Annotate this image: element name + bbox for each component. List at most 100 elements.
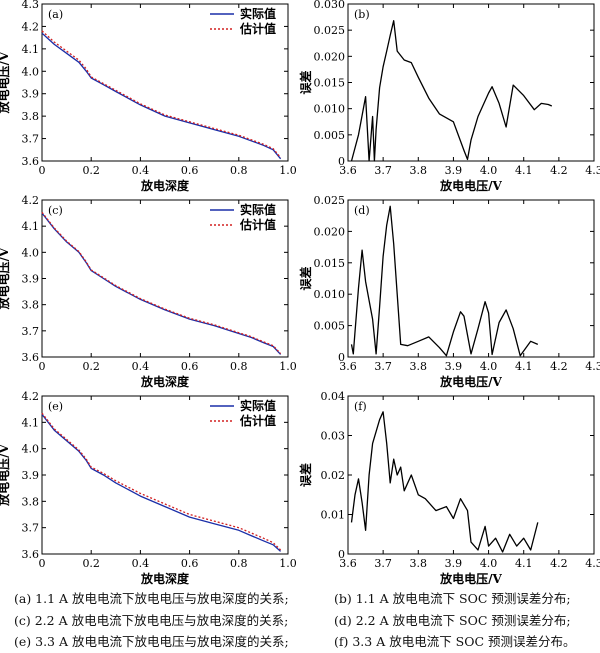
plot-frame [347,395,595,555]
x-tick-label: 4.0 [480,360,498,373]
panel-label: (c) [48,204,63,217]
y-axis-label: 放电电压/V [0,51,11,114]
x-tick-label: 3.6 [339,164,357,177]
y-tick-label: 3.8 [22,299,40,312]
plot-frame [347,3,595,162]
x-tick-label: 0.2 [82,557,100,570]
x-tick-label: 0.6 [181,164,199,177]
x-axis-label: 放电深度 [140,374,190,389]
x-tick-label: 0.4 [132,164,150,177]
series-actual-line [41,414,282,552]
x-tick-label: 0 [39,557,46,570]
x-tick-label: 4.2 [550,557,568,570]
legend-entry: 估计值 [239,21,276,36]
panel-label: (f) [354,400,367,413]
x-tick-label: 3.6 [339,360,357,373]
x-tick-label: 4.1 [515,164,533,177]
x-tick-label: 0 [39,360,46,373]
y-axis-label: 误差 [298,463,313,487]
caption-line-2: (c) 2.2 A 放电电流下放电电压与放电深度的关系; (d) 2.2 A 放电… [0,610,600,632]
error-series-line [350,205,539,357]
y-tick-label: 4.3 [22,0,40,11]
y-tick-label: 3.6 [22,548,40,561]
series-actual-line [41,32,282,160]
chart-panel-b: 3.6 3.7 3.8 3.9 4.0 4.1 4.2 4.3 0 0.005 0.010 0.015… [298,0,600,193]
y-tick-label: 0.02 [321,469,346,482]
x-tick-label: 4.0 [480,557,498,570]
y-tick-label: 3.7 [22,522,40,535]
legend-entry: 估计值 [239,217,276,232]
series-estimate-line [41,30,282,159]
y-tick-label: 3.9 [22,88,40,101]
chart-panel-c: 0 0.2 0.4 0.6 0.8 1.0 3.6 3.7 3.8 3.9 4.0 4.1 4.2 放电深… [0,194,297,389]
y-tick-label: 0.005 [314,320,346,333]
legend-entry: 实际值 [240,202,276,217]
x-tick-label: 3.9 [445,360,463,373]
x-tick-label: 3.9 [445,557,463,570]
x-tick-label: 4.1 [515,360,533,373]
x-tick-label: 0.8 [230,164,248,177]
y-tick-label: 3.8 [22,110,40,123]
y-tick-label: 0 [338,155,345,168]
series-estimate-line [41,412,282,551]
caption-c: (c) 2.2 A 放电电流下放电电压与放电深度的关系; [14,612,289,628]
plot-frame [41,3,289,162]
x-tick-label: 3.8 [410,557,428,570]
x-tick-label: 3.9 [445,164,463,177]
y-tick-label: 4.2 [22,194,40,207]
x-tick-label: 3.7 [374,360,392,373]
x-tick-label: 1.0 [279,360,297,373]
plot-frame [347,199,595,358]
y-tick-label: 0.03 [321,430,346,443]
error-series-line [350,411,539,553]
legend-entry: 实际值 [240,398,276,413]
series-actual-line [41,212,282,355]
caption-line-3: (e) 3.3 A 放电电流下放电电压与放电深度的关系; (f) 3.3 A 放电… [0,631,600,653]
chart-panel-f: 3.6 3.7 3.8 3.9 4.0 4.1 4.2 4.3 0 0.01 0.02 0.03 0.0… [298,390,600,586]
x-tick-label: 0.6 [181,557,199,570]
y-tick-label: 0.030 [314,0,346,11]
x-tick-label: 0.2 [82,164,100,177]
x-axis-label: 放电电压/V [439,374,502,389]
y-tick-label: 3.7 [22,325,40,338]
y-tick-label: 4.0 [22,443,40,456]
y-tick-label: 4.0 [22,246,40,259]
x-axis-label: 放电深度 [140,178,190,193]
y-axis-label: 放电电压/V [0,443,11,506]
y-tick-label: 3.7 [22,133,40,146]
caption-b: (b) 1.1 A 放电电流下 SOC 预测误差分布; [334,591,571,606]
x-tick-label: 0.8 [230,360,248,373]
caption-e: (e) 3.3 A 放电电流下放电电压与放电深度的关系; [14,634,289,649]
y-tick-label: 0.020 [314,225,346,238]
y-tick-label: 0.005 [314,129,346,142]
panel-label: (b) [354,8,370,21]
y-tick-label: 4.1 [22,43,40,56]
chart-panel-d: 3.6 3.7 3.8 3.9 4.0 4.1 4.2 4.3 0 0.005 0.010 0.015… [298,194,600,389]
x-tick-label: 0.4 [132,360,150,373]
y-tick-label: 3.8 [22,495,40,508]
y-axis-label: 放电电压/V [0,247,11,310]
y-tick-label: 3.9 [22,273,40,286]
y-tick-label: 0.01 [321,509,346,522]
y-axis-label: 误差 [298,70,313,94]
x-tick-label: 0.6 [181,360,199,373]
x-tick-label: 4.1 [515,557,533,570]
x-tick-label: 4.3 [585,164,600,177]
legend-entry: 实际值 [240,6,276,21]
y-tick-label: 3.6 [22,351,40,364]
x-tick-label: 4.2 [550,360,568,373]
y-tick-label: 0 [338,351,345,364]
chart-panel-e: 0 0.2 0.4 0.6 0.8 1.0 3.6 3.7 3.8 3.9 4.0 4.1 4.2 放电深… [0,390,297,586]
x-tick-label: 0 [39,164,46,177]
x-tick-label: 3.6 [339,557,357,570]
y-tick-label: 0.025 [314,24,346,37]
x-tick-label: 3.7 [374,557,392,570]
x-axis-label: 放电电压/V [439,571,502,586]
y-tick-label: 4.2 [22,20,40,33]
x-tick-label: 3.8 [410,164,428,177]
x-tick-label: 3.8 [410,360,428,373]
x-tick-label: 0.4 [132,557,150,570]
y-tick-label: 0.010 [314,103,346,116]
panel-label: (e) [48,400,63,413]
